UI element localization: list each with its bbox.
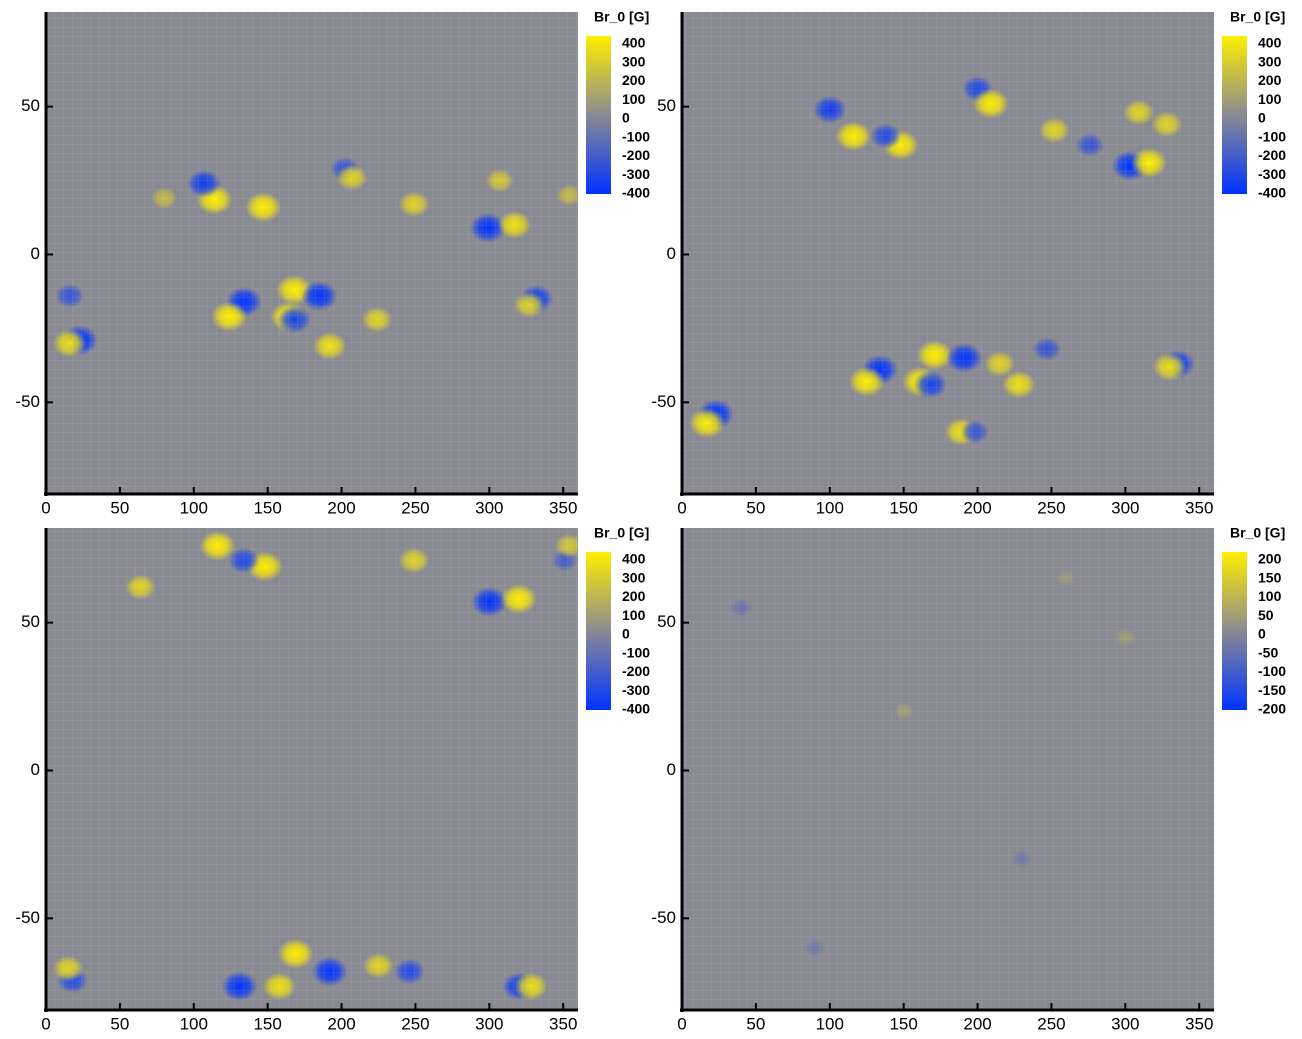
colorbar-tick-label: -300 xyxy=(622,682,650,698)
colorbar-tick-label: -400 xyxy=(1258,185,1286,201)
y-tick-label: -50 xyxy=(651,908,676,927)
colorbar-tick-label: -50 xyxy=(1258,644,1278,660)
y-tick-label: 0 xyxy=(667,244,676,263)
x-tick-label: 100 xyxy=(180,498,208,517)
colorbar-tick-label: -100 xyxy=(622,644,650,660)
x-tick-label: 300 xyxy=(475,1014,503,1033)
x-tick-label: 50 xyxy=(110,1014,129,1033)
colorbar-tick-label: 0 xyxy=(1258,626,1266,642)
x-tick-label: 150 xyxy=(253,498,281,517)
x-tick-label: 350 xyxy=(1185,498,1213,517)
x-tick-label: 250 xyxy=(1037,1014,1065,1033)
x-tick-label: 50 xyxy=(746,498,765,517)
colorbar-tick-label: 100 xyxy=(622,91,646,107)
x-tick-label: 250 xyxy=(1037,498,1065,517)
x-tick-label: 0 xyxy=(41,498,50,517)
colorbar-tick-label: 100 xyxy=(1258,588,1282,604)
x-tick-label: 0 xyxy=(41,1014,50,1033)
colorbar xyxy=(586,552,611,710)
x-tick-label: 150 xyxy=(889,1014,917,1033)
x-tick-label: 150 xyxy=(253,1014,281,1033)
mesh xyxy=(46,12,578,494)
x-tick-label: 50 xyxy=(746,1014,765,1033)
y-tick-label: -50 xyxy=(15,908,40,927)
x-tick-label: 200 xyxy=(327,498,355,517)
mesh xyxy=(682,12,1214,494)
y-tick-label: 50 xyxy=(21,612,40,631)
x-tick-label: 200 xyxy=(327,1014,355,1033)
colorbar xyxy=(586,36,611,194)
y-tick-label: 0 xyxy=(31,244,40,263)
colorbar-title: Br_0 [G] xyxy=(1230,525,1285,541)
colorbar-tick-label: -200 xyxy=(622,147,650,163)
colorbar-tick-label: -150 xyxy=(1258,682,1286,698)
colorbar-tick-label: 50 xyxy=(1258,607,1274,623)
colorbar-tick-label: -300 xyxy=(622,166,650,182)
colorbar-tick-label: -200 xyxy=(1258,701,1286,717)
x-tick-label: 300 xyxy=(1111,1014,1139,1033)
y-tick-label: 50 xyxy=(21,96,40,115)
y-tick-label: -50 xyxy=(15,392,40,411)
colorbar-tick-label: -100 xyxy=(622,128,650,144)
colorbar-tick-label: 300 xyxy=(622,53,646,69)
x-tick-label: 100 xyxy=(816,498,844,517)
colorbar-tick-label: -100 xyxy=(1258,128,1286,144)
x-tick-label: 100 xyxy=(816,1014,844,1033)
y-tick-label: 0 xyxy=(667,760,676,779)
x-tick-label: 0 xyxy=(677,1014,686,1033)
x-tick-label: 200 xyxy=(963,498,991,517)
colorbar-tick-label: 400 xyxy=(1258,35,1282,51)
colorbar-tick-label: 300 xyxy=(1258,53,1282,69)
colorbar xyxy=(1222,552,1247,710)
colorbar-tick-label: 0 xyxy=(622,626,630,642)
colorbar-tick-label: 200 xyxy=(1258,551,1282,567)
colorbar-tick-label: -100 xyxy=(1258,663,1286,679)
x-tick-label: 250 xyxy=(401,498,429,517)
mesh xyxy=(46,528,578,1010)
x-tick-label: 200 xyxy=(963,1014,991,1033)
colorbar-tick-label: 100 xyxy=(1258,91,1282,107)
colorbar-tick-label: 150 xyxy=(1258,569,1282,585)
colorbar xyxy=(1222,36,1247,194)
y-tick-label: -50 xyxy=(651,392,676,411)
colorbar-tick-label: 200 xyxy=(622,588,646,604)
x-tick-label: 350 xyxy=(549,498,577,517)
colorbar-tick-label: -300 xyxy=(1258,166,1286,182)
colorbar-title: Br_0 [G] xyxy=(594,9,649,25)
mesh xyxy=(682,528,1214,1010)
x-tick-label: 100 xyxy=(180,1014,208,1033)
colorbar-tick-label: 400 xyxy=(622,551,646,567)
x-tick-label: 50 xyxy=(110,498,129,517)
x-tick-label: 350 xyxy=(1185,1014,1213,1033)
x-tick-label: 300 xyxy=(1111,498,1139,517)
colorbar-title: Br_0 [G] xyxy=(594,525,649,541)
colorbar-tick-label: 400 xyxy=(622,35,646,51)
y-tick-label: 50 xyxy=(657,612,676,631)
x-tick-label: 300 xyxy=(475,498,503,517)
x-tick-label: 250 xyxy=(401,1014,429,1033)
colorbar-tick-label: -400 xyxy=(622,701,650,717)
colorbar-tick-label: -200 xyxy=(622,663,650,679)
colorbar-tick-label: 0 xyxy=(1258,110,1266,126)
colorbar-tick-label: 200 xyxy=(622,72,646,88)
y-tick-label: 0 xyxy=(31,760,40,779)
colorbar-tick-label: -400 xyxy=(622,185,650,201)
y-tick-label: 50 xyxy=(657,96,676,115)
x-tick-label: 150 xyxy=(889,498,917,517)
colorbar-tick-label: 300 xyxy=(622,569,646,585)
colorbar-tick-label: -200 xyxy=(1258,147,1286,163)
colorbar-title: Br_0 [G] xyxy=(1230,9,1285,25)
x-tick-label: 0 xyxy=(677,498,686,517)
colorbar-tick-label: 0 xyxy=(622,110,630,126)
colorbar-tick-label: 100 xyxy=(622,607,646,623)
colorbar-tick-label: 200 xyxy=(1258,72,1282,88)
x-tick-label: 350 xyxy=(549,1014,577,1033)
